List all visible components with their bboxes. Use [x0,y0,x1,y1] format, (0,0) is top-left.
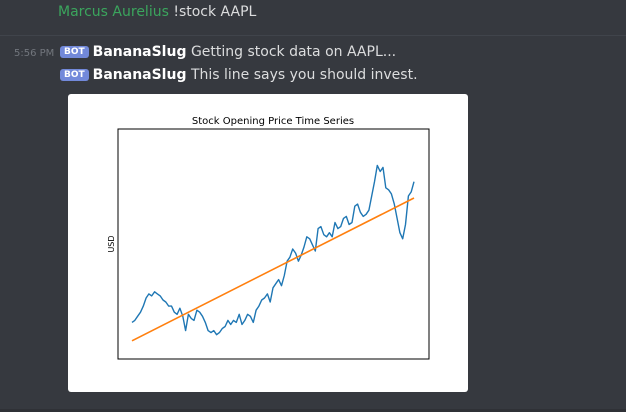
top-message-content: !stock AAPL [173,4,257,20]
bot-author[interactable]: BananaSlug [92,44,187,60]
bot-message-2: BOT BananaSlug This line says you should … [60,67,418,83]
message-divider [0,35,626,36]
message-timestamp: 5:56 PM [14,48,55,59]
plot-area [117,128,430,360]
top-message-author[interactable]: Marcus Aurelius [58,4,169,20]
stock-chart: Stock Opening Price Time Series USD [107,116,430,360]
bot-message-1: BOT BananaSlug Getting stock data on AAPL… [60,44,396,60]
top-message: Marcus Aurelius !stock AAPL [58,4,256,20]
chart-title: Stock Opening Price Time Series [192,116,354,127]
price-series-line [131,164,415,336]
bot-badge: BOT [60,69,89,81]
chart-image-embed[interactable]: Stock Opening Price Time Series USD [68,94,468,392]
bot-badge: BOT [60,46,89,58]
y-axis-label: USD [107,235,116,252]
bot-message-content: Getting stock data on AAPL... [190,44,397,60]
bottom-edge [0,409,626,412]
trend-line [131,197,415,342]
series-layer [131,164,415,342]
bot-message-content: This line says you should invest. [190,67,418,83]
bot-author[interactable]: BananaSlug [92,67,187,83]
